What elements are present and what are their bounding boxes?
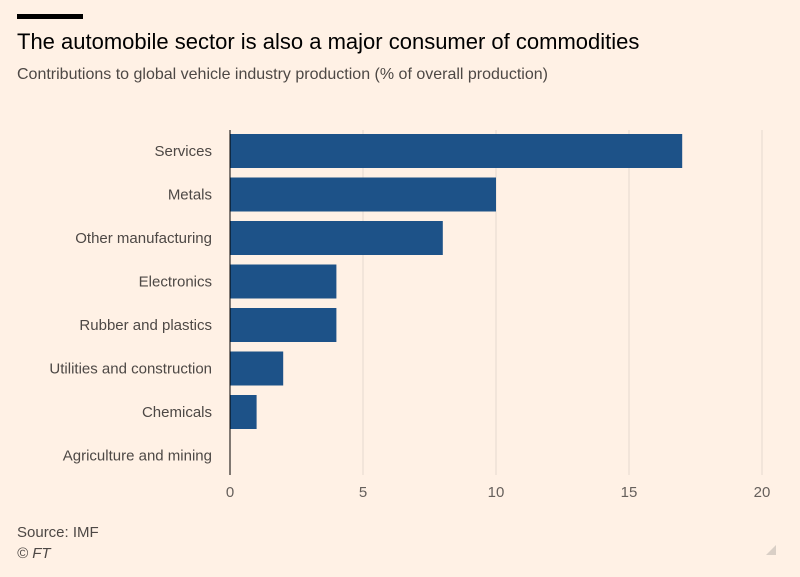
category-label: Services [154,143,212,160]
category-label: Agriculture and mining [63,448,212,465]
bar [230,221,443,255]
brand-bar [17,14,83,19]
bar [230,264,337,299]
bar [230,351,284,386]
x-tick-label: 10 [488,484,505,501]
category-label: Rubber and plastics [79,317,212,334]
category-label: Electronics [139,274,212,291]
chart-title: The automobile sector is also a major co… [17,29,640,54]
x-tick-label: 15 [621,484,638,501]
category-label: Metals [168,187,212,204]
category-label: Utilities and construction [49,361,212,378]
category-label: Chemicals [142,404,212,421]
chart-subtitle: Contributions to global vehicle industry… [17,66,548,83]
bar [230,395,257,429]
source-note: Source: IMF [17,524,99,541]
bar [230,177,496,212]
category-label: Other manufacturing [75,230,212,247]
bar [230,308,337,342]
x-tick-label: 0 [226,484,234,501]
bar [230,134,683,168]
x-tick-label: 20 [754,484,771,501]
resize-corner-icon [766,545,776,555]
copyright-note: © FT [17,545,51,562]
x-tick-label: 5 [359,484,367,501]
